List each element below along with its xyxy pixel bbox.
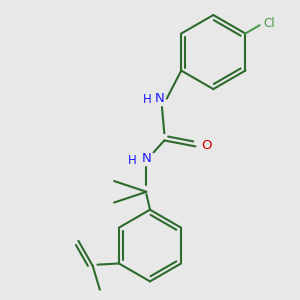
Text: H: H [128,154,136,167]
Text: N: N [155,92,164,105]
Text: Cl: Cl [263,17,275,31]
Text: O: O [201,139,212,152]
Text: H: H [143,93,152,106]
Text: N: N [142,152,151,165]
